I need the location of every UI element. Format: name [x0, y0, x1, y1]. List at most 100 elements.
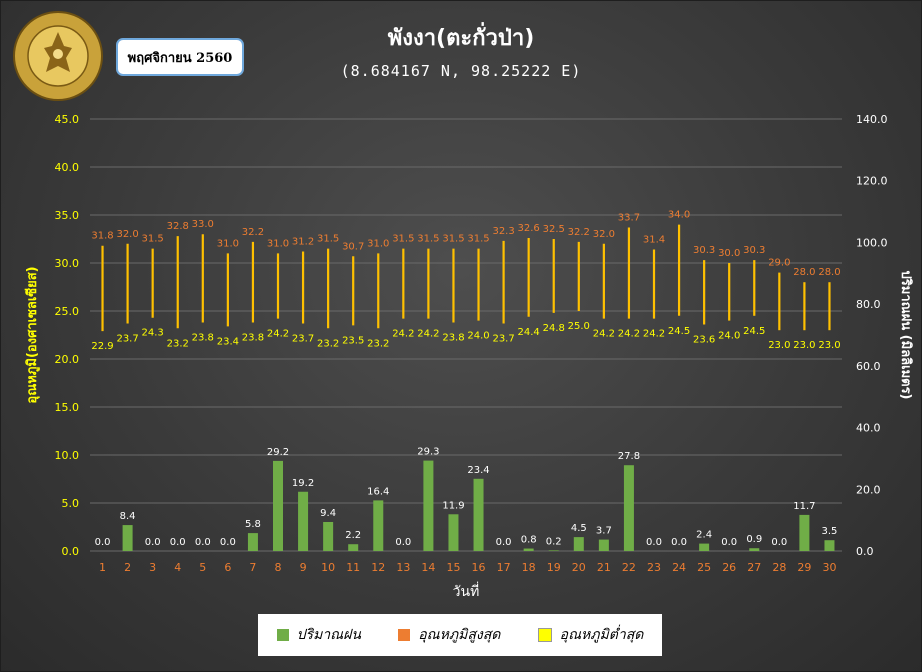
min-temp-data-label: 24.2	[643, 329, 665, 340]
rain-bar	[699, 543, 710, 551]
max-temp-data-label: 34.0	[668, 210, 690, 221]
right-axis-label: ปริมาณฝน (มิลลิเมตร)	[898, 270, 913, 399]
rain-data-label: 0.0	[170, 537, 186, 548]
rain-data-label: 11.7	[793, 501, 815, 512]
x-tick-label: 26	[722, 561, 736, 574]
x-tick-label: 21	[597, 561, 611, 574]
min-temp-data-label: 23.0	[768, 340, 790, 351]
max-temp-data-label: 31.5	[442, 234, 464, 245]
min-temp-data-label: 24.0	[467, 331, 489, 342]
x-tick-label: 14	[421, 561, 435, 574]
min-temp-data-label: 23.8	[442, 333, 464, 344]
x-tick-label: 2	[124, 561, 131, 574]
x-tick-label: 15	[446, 561, 460, 574]
rain-data-label: 0.8	[521, 535, 537, 546]
x-tick-label: 27	[747, 561, 761, 574]
min-temp-data-label: 23.5	[342, 335, 364, 346]
chart-title: พังงา(ตะกั่วป่า)	[387, 26, 535, 51]
rain-bar	[548, 550, 559, 551]
left-tick-label: 40.0	[55, 161, 80, 174]
rain-data-label: 27.8	[618, 451, 640, 462]
max-temp-data-label: 32.5	[543, 224, 565, 235]
rain-bar	[523, 548, 534, 551]
rain-data-label: 0.0	[721, 537, 737, 548]
min-temp-data-label: 23.8	[242, 333, 264, 344]
min-temp-data-label: 24.2	[267, 329, 289, 340]
chart-legend: ปริมาณฝน อุณหภูมิสูงสุด อุณหภูมิต่ำสุด	[258, 614, 662, 656]
min-temp-data-label: 23.2	[317, 338, 339, 349]
rain-data-label: 8.4	[120, 511, 136, 522]
max-temp-data-label: 31.8	[91, 231, 113, 242]
rain-bar	[799, 514, 810, 551]
max-temp-data-label: 33.0	[192, 219, 214, 230]
min-temp-data-label: 24.2	[618, 329, 640, 340]
rain-data-label: 3.5	[822, 526, 838, 537]
x-tick-label: 16	[472, 561, 486, 574]
left-tick-label: 45.0	[55, 113, 80, 126]
left-tick-label: 35.0	[55, 209, 80, 222]
left-tick-label: 15.0	[55, 401, 80, 414]
x-tick-label: 30	[822, 561, 836, 574]
rain-data-label: 0.0	[195, 537, 211, 548]
min-temp-data-label: 22.9	[91, 341, 113, 352]
max-temp-data-label: 28.0	[818, 267, 840, 278]
rain-bar	[323, 521, 334, 551]
legend-label-rain: ปริมาณฝน	[296, 627, 361, 643]
max-temp-data-label: 32.8	[167, 221, 189, 232]
rain-data-label: 23.4	[467, 465, 489, 476]
left-tick-label: 25.0	[55, 305, 80, 318]
min-temp-data-label: 24.0	[718, 331, 740, 342]
right-tick-label: 140.0	[856, 113, 888, 126]
rain-data-label: 9.4	[320, 508, 336, 519]
min-temp-data-label: 24.8	[543, 323, 565, 334]
max-temp-data-label: 30.3	[743, 245, 765, 256]
x-tick-label: 9	[300, 561, 307, 574]
max-temp-data-label: 32.6	[518, 223, 540, 234]
max-temp-data-label: 31.5	[317, 234, 339, 245]
legend-item-max-temp: อุณหภูมิสูงสุด	[398, 624, 500, 646]
rain-data-label: 2.2	[345, 530, 361, 541]
right-tick-label: 20.0	[856, 483, 881, 496]
left-axis-label: อุณหภูมิ(องศาเซลเซียส)	[24, 266, 40, 403]
max-temp-data-label: 31.0	[217, 238, 239, 249]
max-temp-data-label: 31.0	[267, 238, 289, 249]
x-tick-label: 29	[797, 561, 811, 574]
left-tick-label: 0.0	[62, 545, 80, 558]
min-temp-data-label: 24.5	[743, 326, 765, 337]
x-tick-label: 10	[321, 561, 335, 574]
left-tick-label: 10.0	[55, 449, 80, 462]
rain-data-label: 0.0	[220, 537, 236, 548]
max-temp-data-label: 30.0	[718, 248, 740, 259]
right-tick-label: 80.0	[856, 298, 881, 311]
max-temp-data-label: 30.3	[693, 245, 715, 256]
min-temp-data-label: 23.8	[192, 333, 214, 344]
x-tick-label: 22	[622, 561, 636, 574]
x-tick-label: 1	[99, 561, 106, 574]
rain-bar	[423, 460, 434, 551]
x-tick-label: 25	[697, 561, 711, 574]
max-temp-data-label: 32.2	[242, 227, 264, 238]
rain-bar	[122, 525, 133, 551]
legend-swatch-max-temp	[398, 629, 411, 641]
max-temp-data-label: 31.4	[643, 235, 665, 246]
min-temp-data-label: 24.5	[668, 326, 690, 337]
rain-data-label: 0.0	[771, 537, 787, 548]
max-temp-data-label: 31.5	[417, 234, 439, 245]
x-tick-label: 6	[224, 561, 231, 574]
left-tick-label: 30.0	[55, 257, 80, 270]
max-temp-data-label: 33.7	[618, 212, 640, 223]
min-temp-data-label: 23.2	[167, 338, 189, 349]
x-tick-label: 28	[772, 561, 786, 574]
legend-swatch-min-temp	[537, 628, 552, 642]
x-tick-label: 23	[647, 561, 661, 574]
meteorological-department-logo	[13, 11, 103, 101]
rain-bar	[623, 465, 634, 551]
min-temp-data-label: 23.7	[292, 333, 314, 344]
rain-bars	[122, 460, 835, 551]
left-axis-ticks: 0.0 5.0 10.0 15.0 20.0 25.0 30.0 35.0 40.0 45.0	[55, 113, 80, 558]
legend-swatch-rain	[276, 629, 289, 641]
rain-bar	[348, 544, 359, 551]
x-tick-label: 24	[672, 561, 686, 574]
rain-bar	[573, 537, 584, 551]
